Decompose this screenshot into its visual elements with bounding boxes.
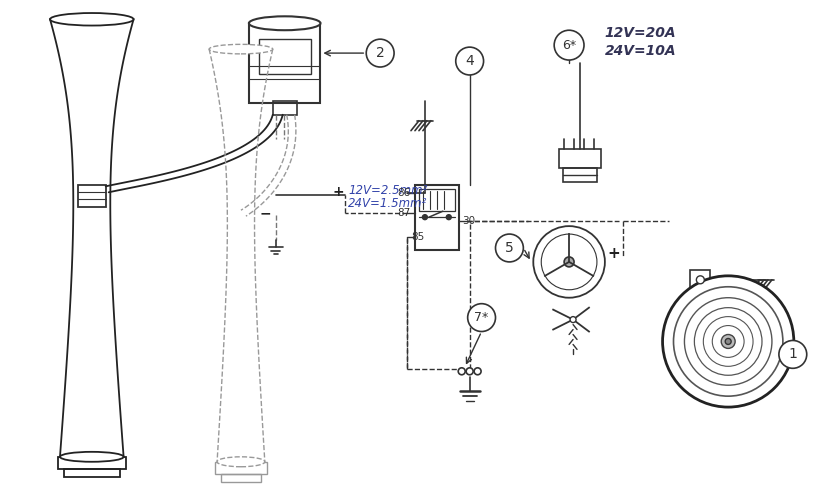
Bar bbox=[78, 185, 105, 207]
Circle shape bbox=[663, 276, 794, 407]
Bar bbox=[249, 23, 320, 103]
Circle shape bbox=[495, 234, 524, 262]
Bar bbox=[64, 469, 119, 477]
Circle shape bbox=[564, 257, 574, 267]
Circle shape bbox=[467, 368, 473, 375]
Text: 12V=2.5mm²: 12V=2.5mm² bbox=[348, 184, 428, 197]
Circle shape bbox=[779, 341, 806, 368]
Circle shape bbox=[458, 368, 465, 375]
Text: 86: 86 bbox=[398, 188, 411, 198]
Bar bbox=[419, 189, 455, 211]
Text: 30: 30 bbox=[462, 216, 475, 226]
Ellipse shape bbox=[209, 44, 273, 54]
Text: +: + bbox=[608, 246, 620, 261]
Text: 24V=10A: 24V=10A bbox=[605, 44, 676, 58]
Text: 5: 5 bbox=[505, 241, 514, 255]
Bar bbox=[559, 148, 601, 169]
Bar bbox=[690, 270, 710, 304]
Bar bbox=[58, 457, 126, 469]
Circle shape bbox=[554, 30, 584, 60]
Circle shape bbox=[534, 226, 605, 298]
Text: 24V=1.5mm²: 24V=1.5mm² bbox=[348, 197, 428, 210]
Text: 12V=20A: 12V=20A bbox=[605, 26, 676, 40]
Text: 1: 1 bbox=[788, 348, 797, 361]
Ellipse shape bbox=[50, 13, 133, 26]
Text: 85: 85 bbox=[411, 232, 424, 242]
Bar bbox=[273, 101, 297, 115]
Circle shape bbox=[721, 335, 735, 349]
Ellipse shape bbox=[217, 457, 265, 467]
Bar bbox=[221, 474, 261, 482]
Text: 4: 4 bbox=[465, 54, 474, 68]
Circle shape bbox=[456, 47, 484, 75]
Circle shape bbox=[422, 214, 427, 220]
Circle shape bbox=[725, 339, 731, 345]
Bar bbox=[415, 185, 458, 250]
Circle shape bbox=[696, 276, 704, 284]
Text: 87: 87 bbox=[398, 208, 411, 218]
Circle shape bbox=[474, 368, 481, 375]
Bar bbox=[563, 169, 597, 182]
Circle shape bbox=[366, 39, 394, 67]
Ellipse shape bbox=[249, 16, 320, 30]
Text: 2: 2 bbox=[376, 46, 385, 60]
Text: 7*: 7* bbox=[475, 311, 489, 324]
Bar bbox=[215, 462, 267, 474]
Text: 6*: 6* bbox=[562, 38, 576, 52]
Ellipse shape bbox=[60, 452, 123, 462]
Text: −: − bbox=[260, 206, 271, 220]
Circle shape bbox=[570, 317, 576, 322]
Text: +: + bbox=[333, 185, 344, 199]
Circle shape bbox=[467, 304, 495, 331]
Bar bbox=[259, 39, 310, 74]
Circle shape bbox=[446, 214, 451, 220]
